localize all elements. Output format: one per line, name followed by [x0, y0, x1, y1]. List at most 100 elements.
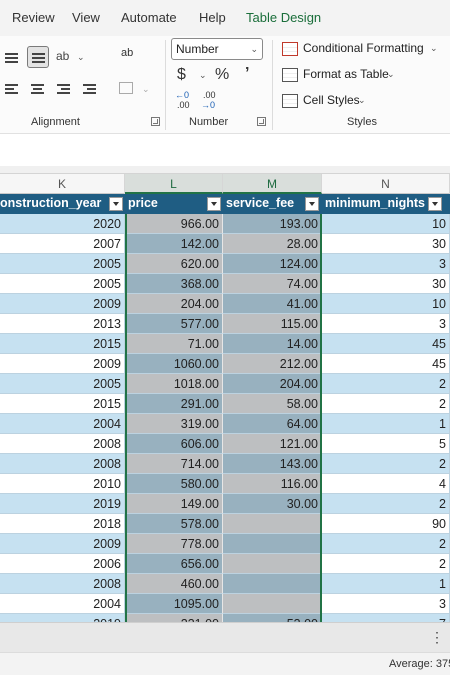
- more-options-icon[interactable]: ⋮: [430, 629, 444, 645]
- cell-service-fee[interactable]: 212.00: [223, 354, 322, 374]
- cell-construction-year[interactable]: 2005: [0, 254, 125, 274]
- cell-service-fee[interactable]: [223, 574, 322, 594]
- cell-service-fee[interactable]: 143.00: [223, 454, 322, 474]
- cell-minimum-nights[interactable]: 3: [322, 254, 450, 274]
- decrease-decimal-button[interactable]: .00 →0: [201, 90, 216, 110]
- column-header-m[interactable]: M: [223, 174, 322, 194]
- cell-service-fee[interactable]: 53.00: [223, 614, 322, 622]
- middle-align-button[interactable]: [27, 46, 49, 68]
- cell-minimum-nights[interactable]: 1: [322, 414, 450, 434]
- cell-construction-year[interactable]: 2008: [0, 454, 125, 474]
- cell-price[interactable]: 291.00: [125, 394, 223, 414]
- cell-price[interactable]: 656.00: [125, 554, 223, 574]
- cell-price[interactable]: 578.00: [125, 514, 223, 534]
- cell-price[interactable]: 606.00: [125, 434, 223, 454]
- cell-construction-year[interactable]: 2005: [0, 274, 125, 294]
- chevron-down-icon[interactable]: ⌄: [77, 52, 85, 62]
- merge-center-icon[interactable]: [119, 82, 133, 94]
- cell-price[interactable]: 1095.00: [125, 594, 223, 614]
- currency-button[interactable]: $: [177, 66, 186, 83]
- cell-minimum-nights[interactable]: 2: [322, 494, 450, 514]
- cell-service-fee[interactable]: 14.00: [223, 334, 322, 354]
- cell-construction-year[interactable]: 2004: [0, 594, 125, 614]
- filter-dropdown-icon[interactable]: [305, 197, 319, 211]
- cell-service-fee[interactable]: 193.00: [223, 214, 322, 234]
- tab-help[interactable]: Help: [199, 10, 226, 25]
- cell-minimum-nights[interactable]: 10: [322, 294, 450, 314]
- cell-price[interactable]: 368.00: [125, 274, 223, 294]
- filter-dropdown-icon[interactable]: [428, 197, 442, 211]
- cell-minimum-nights[interactable]: 1: [322, 574, 450, 594]
- tab-view[interactable]: View: [72, 10, 100, 25]
- cell-construction-year[interactable]: 2008: [0, 574, 125, 594]
- cell-price[interactable]: 460.00: [125, 574, 223, 594]
- header-service-fee[interactable]: service_fee: [226, 196, 295, 210]
- cell-minimum-nights[interactable]: 2: [322, 554, 450, 574]
- cell-minimum-nights[interactable]: 30: [322, 234, 450, 254]
- header-construction-year[interactable]: onstruction_year: [0, 196, 102, 210]
- cell-price[interactable]: 1060.00: [125, 354, 223, 374]
- header-price[interactable]: price: [128, 196, 158, 210]
- cell-construction-year[interactable]: 2015: [0, 394, 125, 414]
- cell-price[interactable]: 149.00: [125, 494, 223, 514]
- cell-construction-year[interactable]: 2009: [0, 534, 125, 554]
- cell-service-fee[interactable]: [223, 554, 322, 574]
- align-center-icon[interactable]: [31, 82, 44, 94]
- cell-minimum-nights[interactable]: 45: [322, 354, 450, 374]
- format-as-table-button[interactable]: Format as Table ⌄: [282, 67, 402, 89]
- cell-minimum-nights[interactable]: 4: [322, 474, 450, 494]
- orientation-icon[interactable]: ab: [56, 49, 70, 63]
- cell-construction-year[interactable]: 2019: [0, 614, 125, 622]
- cell-minimum-nights[interactable]: 2: [322, 374, 450, 394]
- tab-table-design[interactable]: Table Design: [246, 10, 322, 25]
- cell-price[interactable]: 319.00: [125, 414, 223, 434]
- cell-minimum-nights[interactable]: 2: [322, 454, 450, 474]
- cell-price[interactable]: 577.00: [125, 314, 223, 334]
- cell-price[interactable]: 714.00: [125, 454, 223, 474]
- cell-service-fee[interactable]: 115.00: [223, 314, 322, 334]
- header-minimum-nights[interactable]: minimum_nights: [325, 196, 426, 210]
- cell-service-fee[interactable]: [223, 534, 322, 554]
- cell-service-fee[interactable]: 64.00: [223, 414, 322, 434]
- cell-price[interactable]: 778.00: [125, 534, 223, 554]
- align-left-bottom-icon[interactable]: [5, 82, 18, 94]
- cell-construction-year[interactable]: 2007: [0, 234, 125, 254]
- column-header-k[interactable]: K: [0, 174, 125, 194]
- cell-service-fee[interactable]: 74.00: [223, 274, 322, 294]
- cell-construction-year[interactable]: 2004: [0, 414, 125, 434]
- cell-construction-year[interactable]: 2006: [0, 554, 125, 574]
- filter-dropdown-icon[interactable]: [109, 197, 123, 211]
- cell-minimum-nights[interactable]: 30: [322, 274, 450, 294]
- cell-price[interactable]: 231.00: [125, 614, 223, 622]
- cell-minimum-nights[interactable]: 10: [322, 214, 450, 234]
- cell-service-fee[interactable]: 41.00: [223, 294, 322, 314]
- cell-construction-year[interactable]: 2013: [0, 314, 125, 334]
- cell-service-fee[interactable]: 204.00: [223, 374, 322, 394]
- cell-minimum-nights[interactable]: 5: [322, 434, 450, 454]
- cell-minimum-nights[interactable]: 90: [322, 514, 450, 534]
- cell-service-fee[interactable]: 28.00: [223, 234, 322, 254]
- cell-price[interactable]: 142.00: [125, 234, 223, 254]
- cell-minimum-nights[interactable]: 2: [322, 394, 450, 414]
- number-dialog-launcher[interactable]: [257, 117, 266, 126]
- cell-minimum-nights[interactable]: 45: [322, 334, 450, 354]
- wrap-text-icon[interactable]: ab: [121, 47, 134, 59]
- decrease-indent-icon[interactable]: [57, 82, 70, 94]
- cell-service-fee[interactable]: 116.00: [223, 474, 322, 494]
- cell-construction-year[interactable]: 2019: [0, 494, 125, 514]
- align-left-icon[interactable]: [5, 51, 18, 63]
- percent-button[interactable]: %: [215, 66, 230, 83]
- column-header-n[interactable]: N: [322, 174, 450, 194]
- cell-construction-year[interactable]: 2009: [0, 354, 125, 374]
- cell-price[interactable]: 204.00: [125, 294, 223, 314]
- cell-price[interactable]: 580.00: [125, 474, 223, 494]
- cell-construction-year[interactable]: 2010: [0, 474, 125, 494]
- chevron-down-icon[interactable]: ⌄: [199, 70, 207, 80]
- filter-dropdown-icon[interactable]: [207, 197, 221, 211]
- cell-service-fee[interactable]: 58.00: [223, 394, 322, 414]
- cell-price[interactable]: 1018.00: [125, 374, 223, 394]
- cell-price[interactable]: 620.00: [125, 254, 223, 274]
- column-header-l[interactable]: L: [125, 174, 223, 194]
- cell-construction-year[interactable]: 2015: [0, 334, 125, 354]
- cell-minimum-nights[interactable]: 3: [322, 314, 450, 334]
